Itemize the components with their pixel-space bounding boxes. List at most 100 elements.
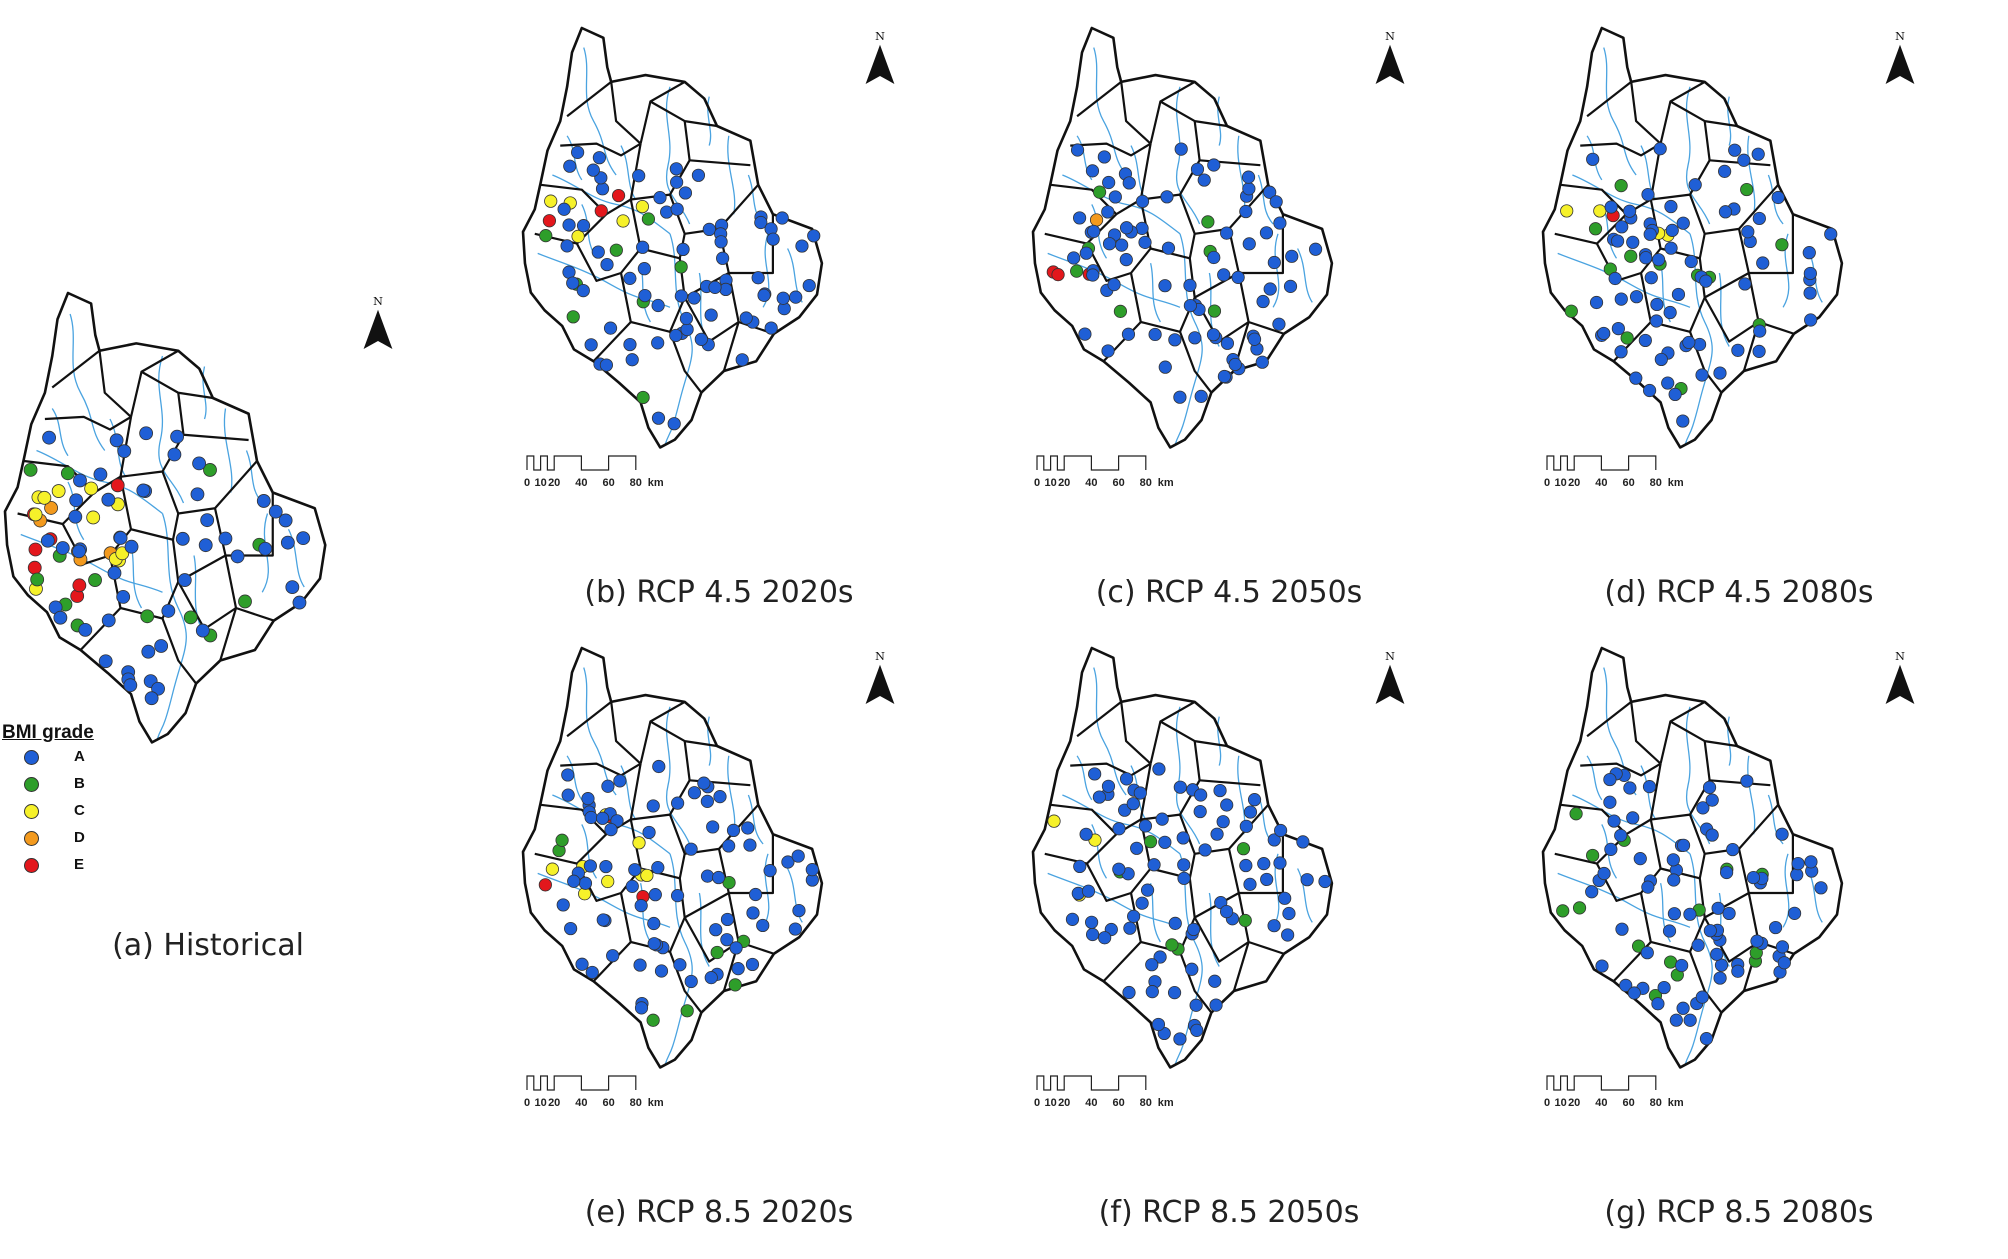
- north-arrow-icon: N: [865, 650, 895, 704]
- river-line: [1640, 765, 1657, 820]
- scale-tick-label: 40: [1595, 477, 1607, 489]
- site-marker-grade-a: [706, 820, 720, 834]
- site-marker-grade-c: [616, 214, 630, 228]
- site-marker-grade-a: [1649, 314, 1663, 328]
- site-marker-grade-a: [117, 444, 132, 459]
- site-marker-grade-a: [1666, 853, 1680, 867]
- scale-tick-label: 80: [1650, 1097, 1662, 1109]
- river-line: [287, 528, 305, 588]
- site-marker-grade-a: [1611, 322, 1625, 336]
- site-marker-grade-b: [1775, 238, 1789, 252]
- site-marker-grade-a: [1257, 857, 1271, 871]
- site-marker-grade-a: [1273, 856, 1287, 870]
- site-marker-grade-b: [609, 243, 623, 257]
- site-marker-grade-a: [1787, 906, 1802, 920]
- site-marker-grade-a: [781, 855, 795, 869]
- site-marker-grade-a: [1187, 922, 1201, 936]
- sub-basin-boundary: [213, 492, 274, 557]
- site-marker-grade-a: [1135, 896, 1149, 910]
- site-marker-grade-a: [1615, 922, 1629, 936]
- site-marker-grade-a: [1726, 842, 1740, 857]
- sub-basin-boundary: [1649, 143, 1711, 201]
- site-marker-grade-a: [1185, 962, 1199, 976]
- north-label: N: [1385, 650, 1395, 663]
- sub-basin-boundary: [1688, 184, 1780, 235]
- site-marker-grade-a: [599, 859, 613, 874]
- river-line: [537, 252, 671, 308]
- site-marker-grade-a: [1705, 793, 1719, 807]
- site-marker-grade-a: [1713, 971, 1727, 985]
- site-marker-grade-c: [632, 836, 646, 850]
- site-marker-grade-a: [713, 790, 727, 804]
- sub-basin-boundary: [1554, 833, 1628, 865]
- site-marker-grade-a: [748, 887, 763, 902]
- site-marker-grade-a: [1629, 371, 1643, 385]
- scale-tick-label: 0: [524, 477, 530, 489]
- site-marker-grade-c: [37, 490, 52, 505]
- site-marker-grade-a: [1247, 793, 1262, 807]
- sub-basin-boundary: [722, 321, 740, 372]
- caption-b: (b) RCP 4.5 2020s: [584, 575, 854, 610]
- legend-label: E: [74, 856, 85, 873]
- site-marker-grade-a: [1651, 253, 1666, 267]
- river-line: [202, 366, 207, 420]
- site-marker-grade-a: [578, 876, 593, 890]
- site-marker-grade-b: [1614, 179, 1628, 193]
- site-marker-grade-a: [1691, 938, 1705, 952]
- site-marker-grade-a: [1161, 241, 1176, 255]
- site-marker-grade-a: [556, 898, 570, 912]
- site-marker-grade-a: [789, 290, 803, 304]
- scale-tick-label: 80: [630, 477, 642, 489]
- site-marker-grade-a: [776, 291, 790, 305]
- site-marker-grade-a: [40, 533, 55, 548]
- scale-bar: 0 10 20 40 60 80 km: [1544, 455, 1684, 489]
- site-marker-grade-a: [1657, 980, 1671, 995]
- site-marker-grade-a: [1643, 227, 1657, 241]
- scale-unit-label: km: [1158, 477, 1174, 489]
- site-marker-grade-a: [73, 473, 87, 488]
- grade-c-marker-icon: [24, 804, 39, 819]
- site-marker-grade-a: [714, 235, 728, 249]
- site-marker-grade-a: [1123, 921, 1137, 935]
- north-label: N: [373, 295, 383, 308]
- site-marker-grade-a: [584, 810, 598, 825]
- site-marker-grade-a: [1650, 297, 1664, 312]
- site-marker-grade-a: [55, 541, 70, 555]
- site-marker-grade-a: [670, 202, 684, 216]
- river-line: [1257, 174, 1274, 225]
- scale-tick-label: 80: [1140, 477, 1152, 489]
- site-marker-grade-a: [670, 889, 685, 903]
- site-marker-grade-a: [1775, 940, 1790, 954]
- site-marker-grade-a: [1710, 947, 1724, 961]
- site-marker-grade-a: [1176, 831, 1190, 845]
- site-marker-grade-a: [1750, 934, 1764, 948]
- site-marker-grade-a: [697, 776, 711, 790]
- scale-unit-label: km: [648, 1097, 664, 1109]
- site-marker-grade-a: [1078, 327, 1092, 341]
- site-marker-grade-a: [1213, 783, 1227, 798]
- caption-f: (f) RCP 8.5 2050s: [1098, 1195, 1360, 1230]
- scale-tick-label: 10: [534, 1097, 546, 1109]
- site-marker-grade-a: [1720, 865, 1734, 880]
- river-line: [566, 755, 583, 801]
- scale-tick-label: 60: [1112, 477, 1124, 489]
- site-marker-grade-a: [1231, 270, 1245, 284]
- site-marker-grade-c: [1560, 204, 1574, 218]
- site-marker-grade-c: [84, 481, 99, 496]
- site-marker-grade-a: [691, 168, 706, 182]
- site-marker-grade-a: [116, 589, 131, 604]
- site-marker-grade-a: [1263, 185, 1277, 199]
- site-marker-grade-a: [1119, 772, 1134, 786]
- map-panel-g: N 0 10 20 40 60 80 km: [1535, 642, 1935, 1202]
- site-marker-grade-a: [625, 879, 639, 893]
- site-marker-grade-a: [1623, 204, 1637, 218]
- site-marker-grade-a: [564, 921, 578, 936]
- site-marker-grade-a: [1239, 858, 1253, 873]
- site-marker-grade-c: [601, 874, 615, 889]
- river-line: [1174, 853, 1203, 1065]
- scale-tick-label: 0: [1544, 477, 1550, 489]
- site-marker-grade-a: [1190, 1023, 1204, 1037]
- river-line: [1572, 794, 1691, 855]
- river-line: [1727, 96, 1732, 146]
- site-marker-grade-b: [1207, 304, 1222, 318]
